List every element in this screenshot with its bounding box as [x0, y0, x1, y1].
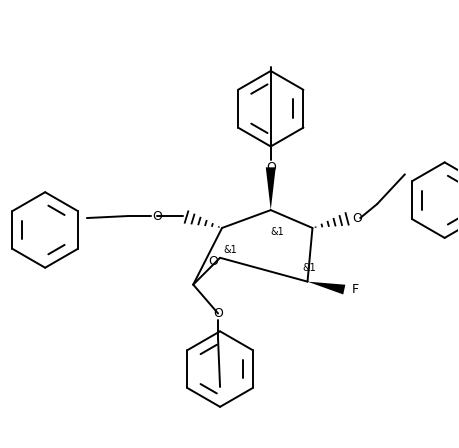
Text: O: O — [352, 211, 362, 224]
Polygon shape — [308, 282, 345, 294]
Polygon shape — [266, 168, 276, 210]
Text: &1: &1 — [271, 227, 285, 237]
Text: F: F — [352, 283, 359, 296]
Text: &1: &1 — [302, 263, 316, 273]
Text: O: O — [266, 161, 276, 174]
Text: &1: &1 — [223, 245, 237, 255]
Text: O: O — [152, 210, 162, 223]
Text: O: O — [213, 307, 223, 320]
Text: O: O — [208, 255, 218, 268]
